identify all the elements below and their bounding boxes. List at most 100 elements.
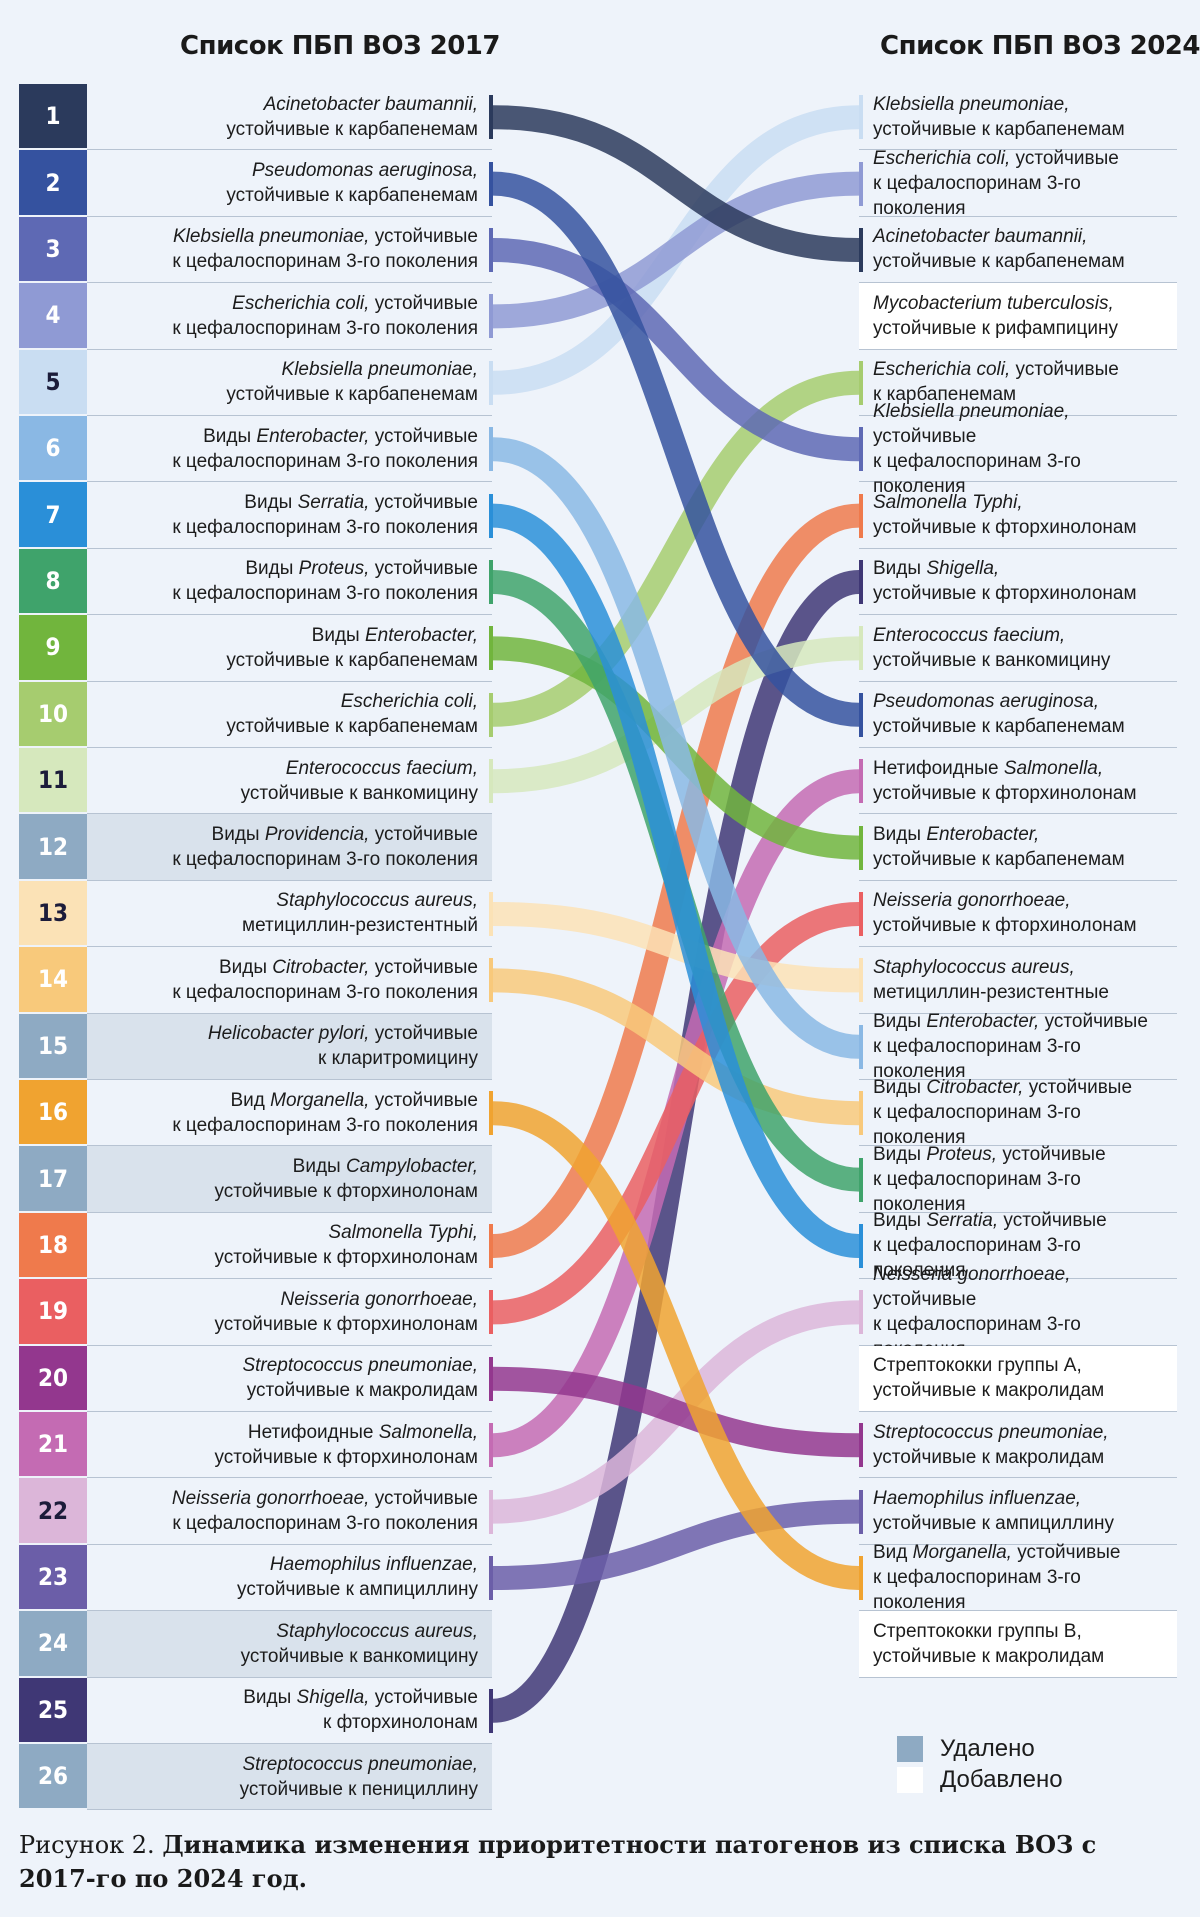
text-segment: устойчивые [369, 956, 478, 978]
link-anchor-left [489, 228, 493, 272]
link-anchor-left [489, 759, 493, 804]
rank-number-2017: 26 [19, 1744, 87, 1809]
rank-number-2017: 20 [19, 1345, 87, 1410]
link-anchor-right [859, 692, 863, 737]
resistance-text: к цефалоспоринам 3-го поколения [873, 1168, 1081, 1215]
text-segment: Нетифоидные [247, 1421, 379, 1443]
link-16-to-23 [492, 1101, 860, 1590]
link-7-to-18 [492, 503, 860, 1258]
link-anchor-left [489, 161, 493, 206]
pathogen-2017: Виды Citrobacter, устойчивые к цефалоспор… [87, 947, 492, 1014]
right-column-title: Список ПБП ВОЗ 2024 [880, 31, 1200, 61]
text-segment: Enterobacter, [926, 1010, 1040, 1032]
text-segment: устойчивые [369, 226, 478, 248]
text-segment: Klebsiella pneumoniae, [873, 93, 1070, 115]
text-segment: Salmonella Typhi, [873, 492, 1023, 514]
pathogen-2017-removed: Staphylococcus aureus, устойчивые к ванко… [87, 1611, 492, 1678]
legend-added-label: Добавлено [940, 1766, 1063, 1793]
link-23-to-22 [492, 1499, 860, 1590]
text-segment: устойчивые [369, 1687, 478, 1709]
pathogen-name: Escherichia coli, устойчивые [232, 291, 478, 316]
resistance-text: устойчивые к фторхинолонам [214, 1313, 478, 1335]
left-column-title: Список ПБП ВОЗ 2017 [180, 31, 500, 61]
text-segment: Enterococcus faecium, [873, 624, 1066, 646]
text-segment: Streptococcus pneumoniae, [873, 1421, 1109, 1443]
link-anchor-right [859, 1157, 863, 1202]
pathogen-2017-removed: Виды Campylobacter, устойчивые к фторхино… [87, 1146, 492, 1213]
pathogen-name: Staphylococcus aureus, [276, 1619, 478, 1644]
resistance-text: устойчивые к макролидам [873, 1380, 1105, 1402]
pathogen-name: Виды Campylobacter, [293, 1154, 478, 1179]
pathogen-2017-removed: Streptococcus pneumoniae, устойчивые к пе… [87, 1744, 492, 1811]
pathogen-2024: Acinetobacter baumannii, устойчивые к кар… [859, 217, 1177, 284]
link-anchor-left [489, 1224, 493, 1268]
pathogen-name: Neisseria gonorrhoeae, [280, 1287, 478, 1312]
text-segment: Виды [873, 1010, 927, 1032]
text-segment: Enterobacter, [256, 425, 370, 447]
resistance-text: метициллин-резистентный [242, 915, 478, 937]
text-segment: устойчивые [369, 824, 478, 846]
legend-added-swatch [897, 1767, 923, 1793]
caption-text: Динамика изменения приоритетности патоге… [19, 1830, 1097, 1893]
link-anchor-right [859, 560, 863, 604]
pathogen-2024: Вид Morganella, устойчивые к цефалоспорин… [859, 1542, 1177, 1613]
text-segment: Klebsiella pneumoniae, [873, 400, 1070, 422]
resistance-text: устойчивые к ампициллину [237, 1579, 478, 1601]
pathogen-2024: Виды Shigella, устойчивые к фторхинолонам [859, 549, 1177, 616]
pathogen-name: Streptococcus pneumoniae, [242, 1353, 478, 1378]
pathogen-name: Staphylococcus aureus, [276, 888, 478, 913]
text-segment: Salmonella Typhi, [328, 1222, 478, 1244]
link-anchor-left [489, 1556, 493, 1600]
pathogen-name: Enterococcus faecium, [873, 623, 1065, 648]
link-4-to-2 [492, 171, 860, 329]
link-14-to-16 [492, 968, 860, 1126]
rank-number-2017: 7 [19, 482, 87, 547]
text-segment: Neisseria gonorrhoeae, [280, 1288, 478, 1310]
text-segment: Staphylococcus aureus, [276, 1620, 478, 1642]
resistance-text: к фторхинолонам [323, 1712, 478, 1734]
resistance-text: к цефалоспоринам 3-го поколения [172, 251, 478, 273]
resistance-text: к цефалоспоринам 3-го поколения [873, 450, 1081, 497]
figure-caption: Рисунок 2. Динамика изменения приоритетн… [19, 1828, 1179, 1896]
rank-number-2017: 5 [19, 349, 87, 414]
text-segment: Виды [873, 1077, 927, 1099]
link-anchor-left [489, 1688, 493, 1733]
pathogen-2024: Виды Enterobacter, устойчивые к цефалоспо… [859, 1010, 1177, 1082]
text-segment: Enterococcus faecium, [285, 757, 478, 779]
pathogen-name: Klebsiella pneumoniae, устойчивые [173, 224, 478, 249]
pathogen-2024: Виды Serratia, устойчивые к цефалоспорина… [859, 1210, 1177, 1281]
resistance-text: к цефалоспоринам 3-го поколения [873, 1567, 1081, 1613]
pathogen-name: Виды Enterobacter, устойчивые [203, 424, 478, 449]
pathogen-2017: Klebsiella pneumoniae, устойчивые к карба… [87, 350, 492, 416]
legend-removed-swatch [897, 1736, 923, 1762]
link-anchor-right [859, 759, 863, 804]
pathogen-2024: Haemophilus influenzae, устойчивые к ампи… [859, 1478, 1177, 1545]
text-segment: устойчивые [369, 292, 478, 314]
resistance-text: устойчивые к макролидам [873, 1645, 1105, 1667]
pathogen-2017: Staphylococcus aureus, метициллин-резисте… [87, 881, 492, 948]
link-anchor-left [489, 626, 493, 671]
text-segment: Acinetobacter baumannii, [873, 226, 1088, 248]
link-anchor-left [489, 560, 493, 604]
text-segment: Serratia, [926, 1210, 999, 1231]
link-19-to-13 [492, 902, 860, 1325]
rank-number-2017: 21 [19, 1412, 87, 1477]
link-anchor-left [489, 1489, 493, 1534]
rank-number-2017: 8 [19, 548, 87, 614]
text-segment: Виды [873, 1143, 927, 1165]
pathogen-name: Виды Enterobacter, [312, 623, 478, 648]
text-segment: Escherichia coli, [873, 359, 1011, 381]
link-anchor-right [859, 1091, 863, 1136]
pathogen-2017: Виды Enterobacter, устойчивые к цефалоспо… [87, 416, 492, 483]
link-anchor-right [859, 1290, 863, 1335]
pathogen-name: Haemophilus influenzae, [270, 1552, 478, 1577]
link-anchor-right [859, 1224, 863, 1268]
resistance-text: устойчивые к ванкомицину [240, 1645, 478, 1667]
resistance-text: к цефалоспоринам 3-го поколения [172, 517, 478, 539]
pathogen-2024: Escherichia coli, устойчивые к цефалоспор… [859, 148, 1177, 219]
pathogen-name: Вид Morganella, устойчивые [230, 1088, 478, 1113]
pathogen-2024-added: Стрептококки группы В, устойчивые к макро… [859, 1611, 1177, 1678]
pathogen-name: Pseudomonas aeruginosa, [873, 689, 1099, 714]
